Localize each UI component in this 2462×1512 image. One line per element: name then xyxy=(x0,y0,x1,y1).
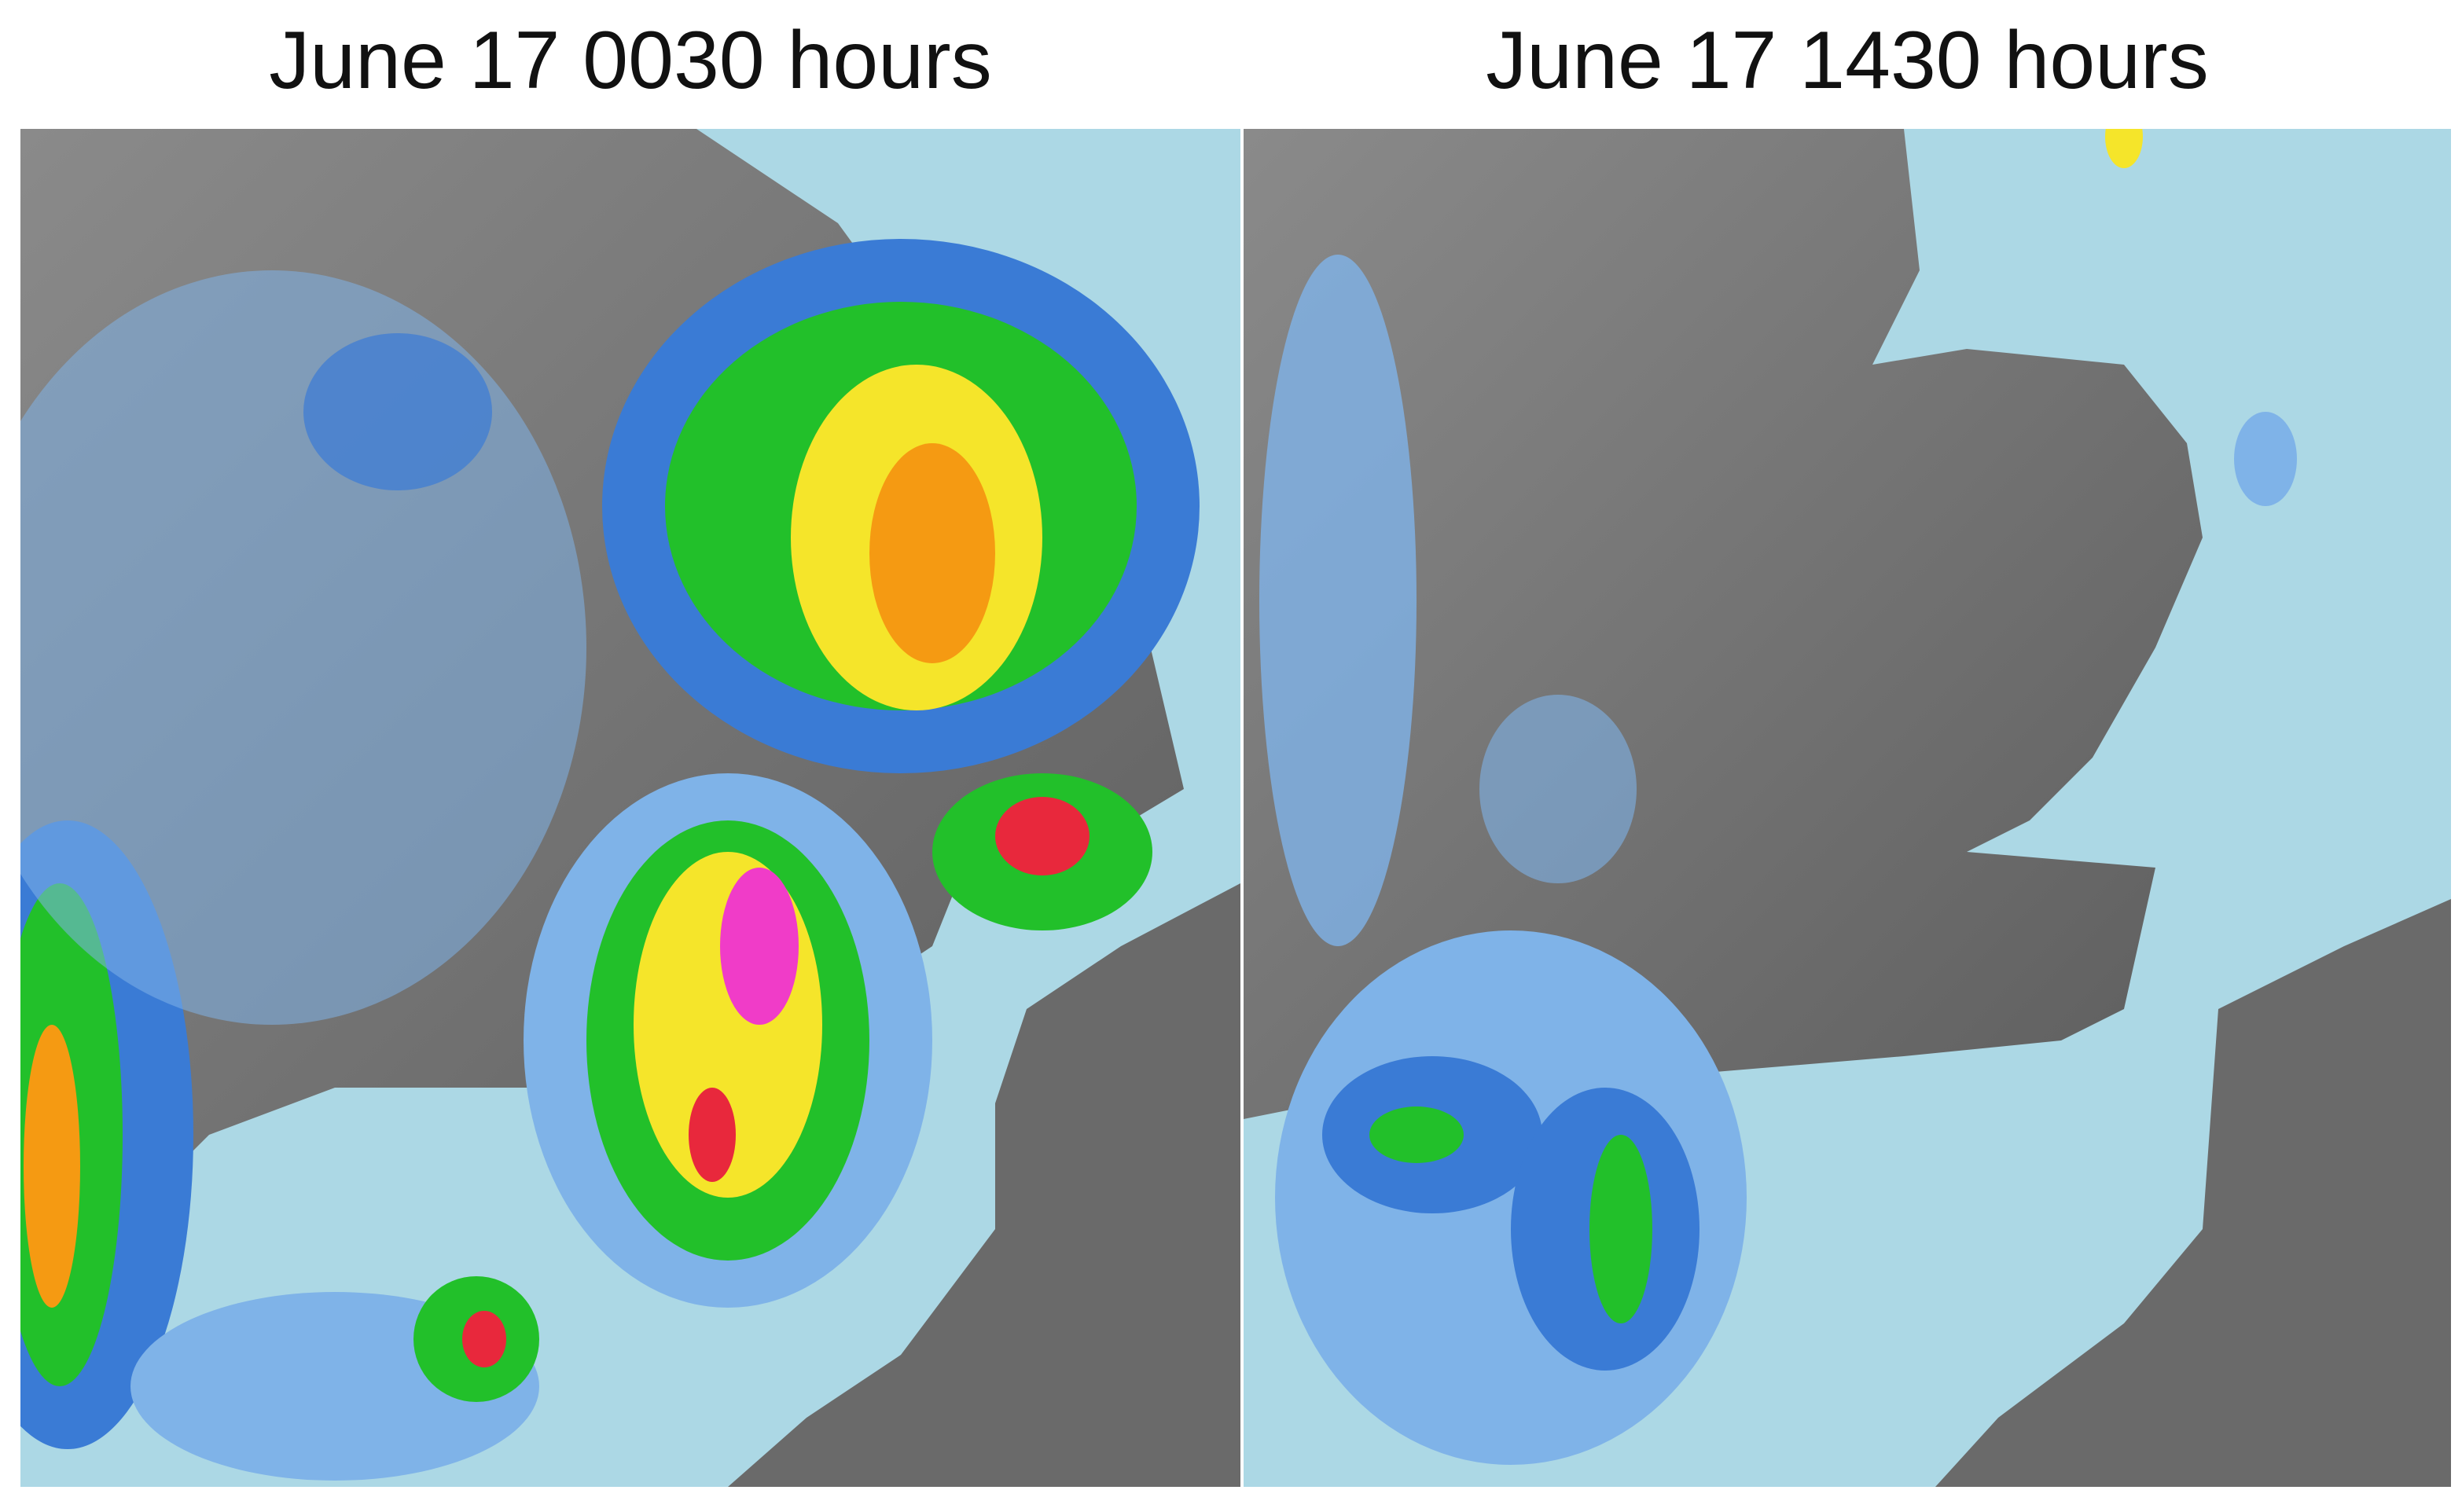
panel-title: June 17 1430 hours xyxy=(1486,15,2209,106)
panel-title: June 17 0030 hours xyxy=(269,15,992,106)
radar-map-right xyxy=(1244,129,2451,1487)
radar-map-left xyxy=(20,129,1240,1487)
